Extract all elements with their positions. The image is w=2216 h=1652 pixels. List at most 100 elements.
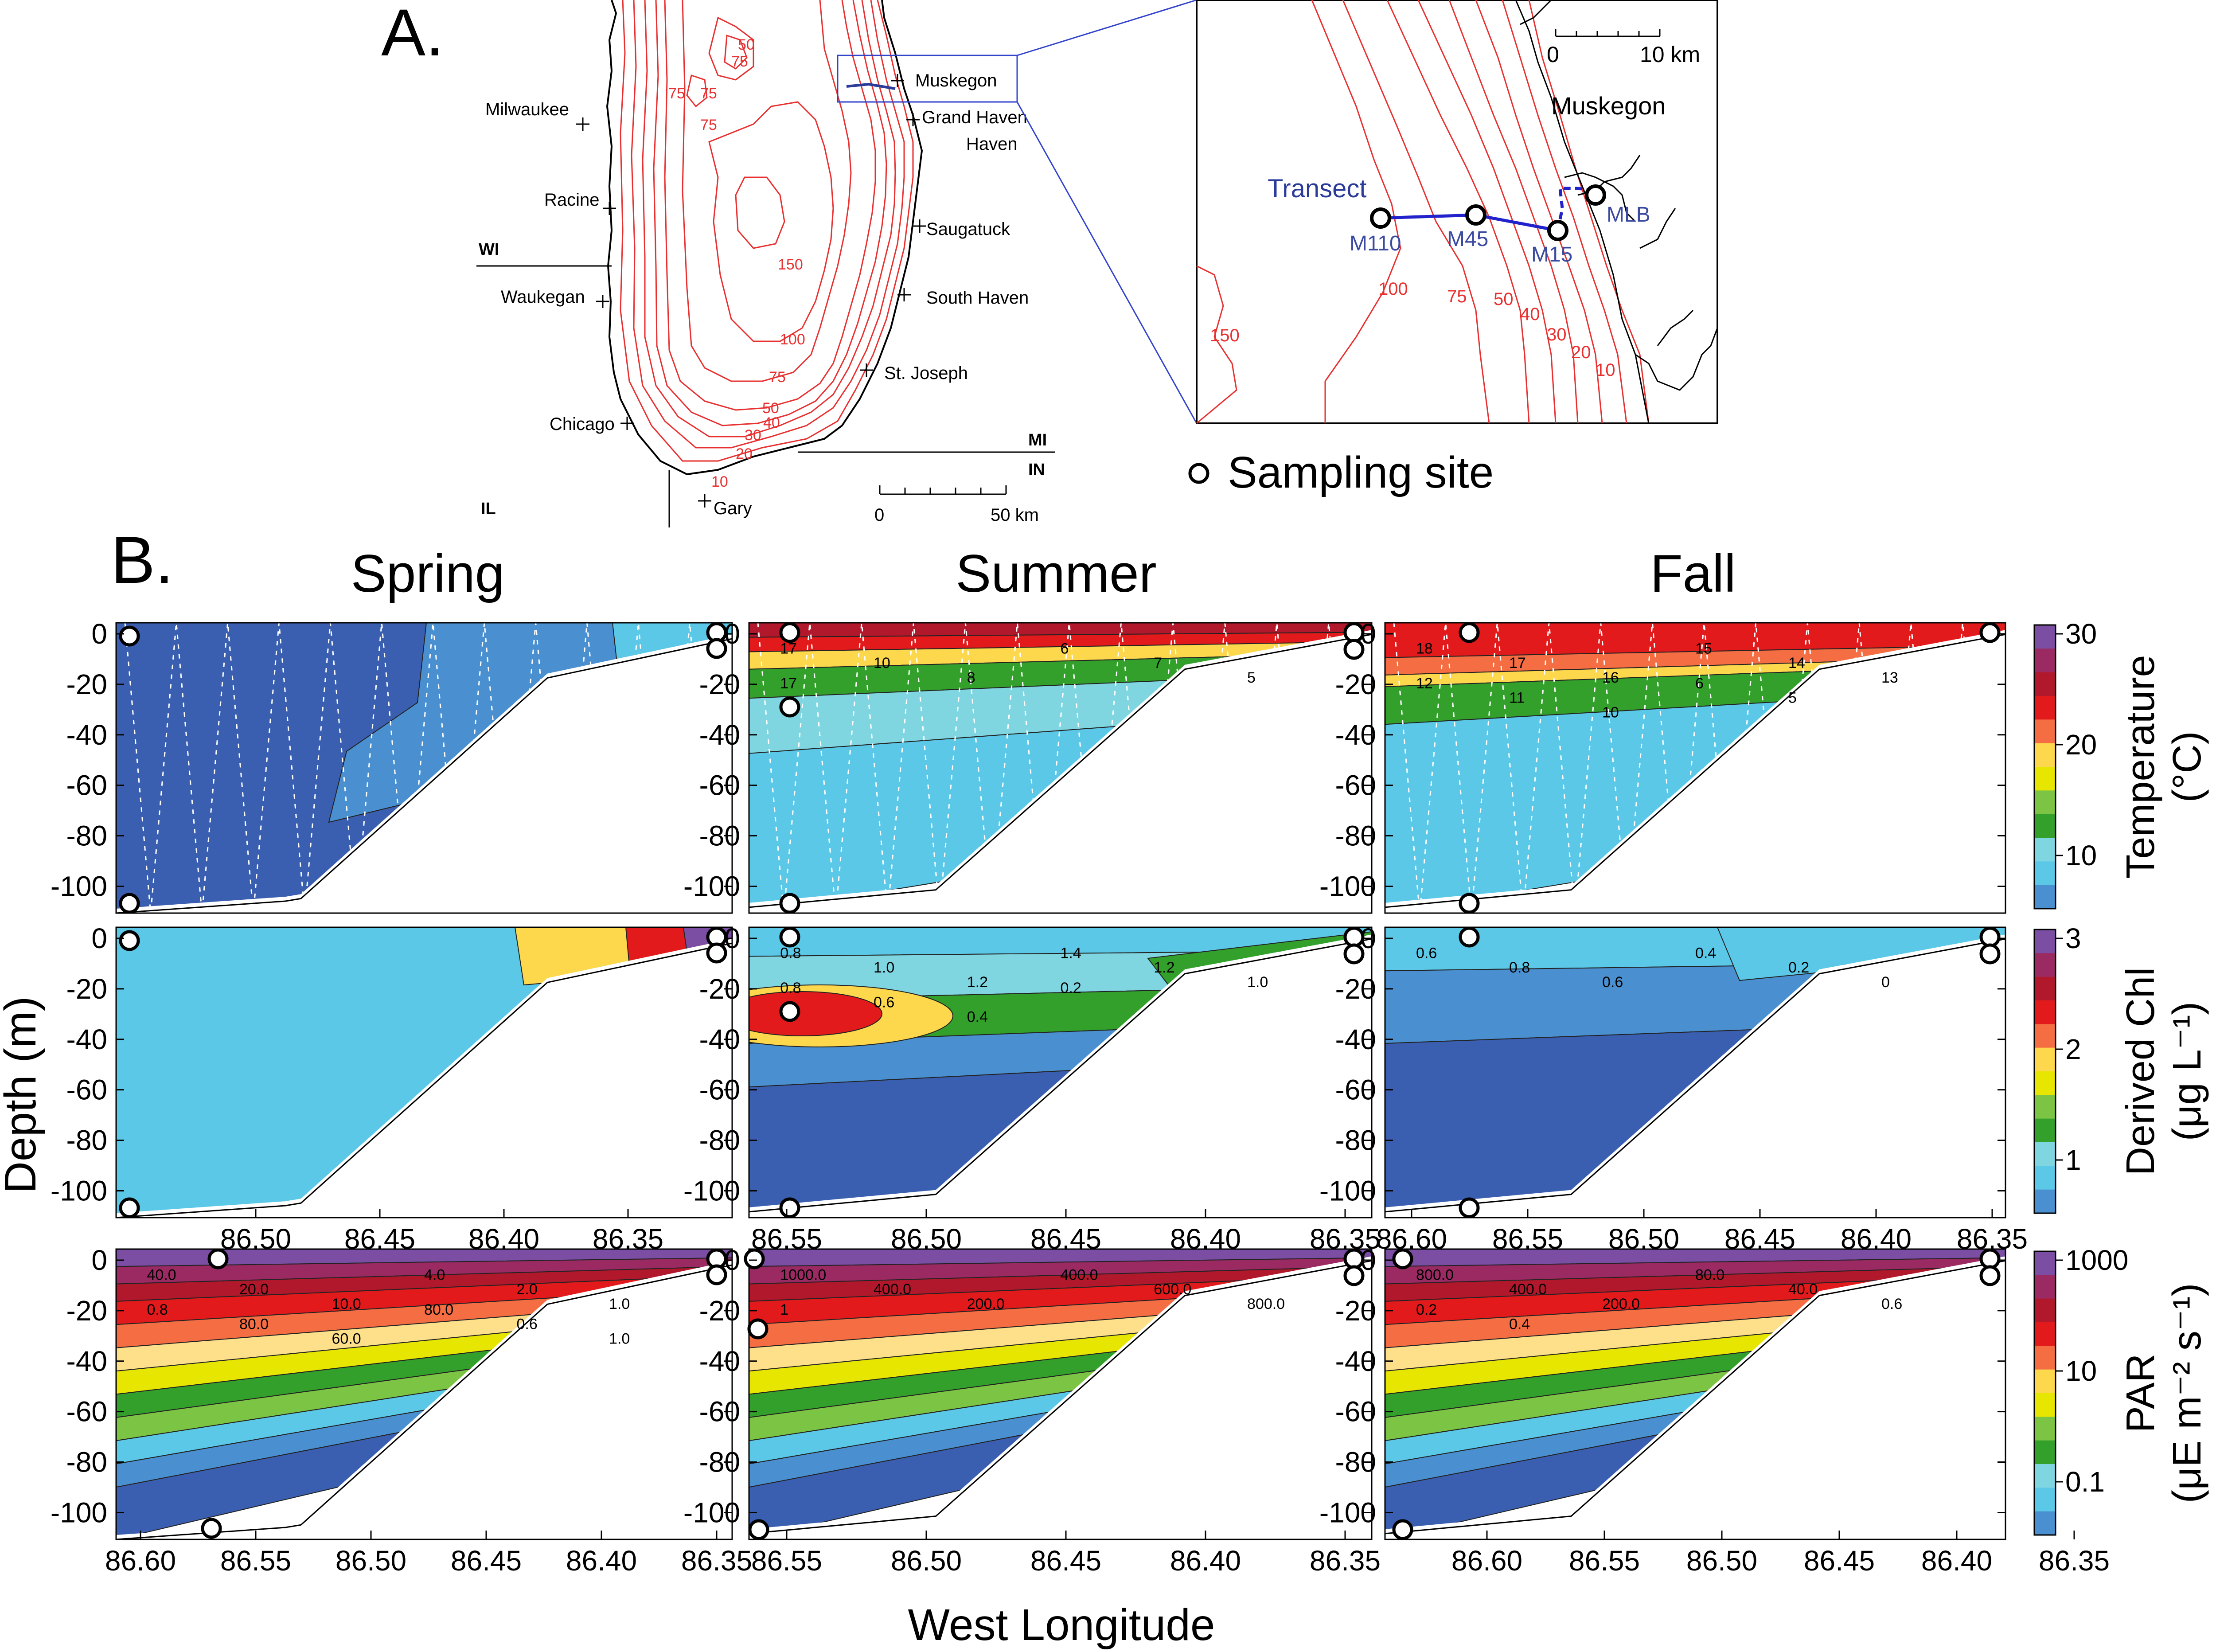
contour-band: [749, 1266, 1372, 1302]
colorbar-swatch: [2034, 1275, 2056, 1299]
inset-map: 0 10 km Muskegon Transect M110 M45 M15 M…: [1196, 0, 1718, 424]
contour-label: 1.4: [1061, 945, 1081, 961]
colorbar-swatch: [2034, 648, 2056, 673]
y-tick-label: -80: [1335, 820, 1377, 852]
x-tick-label: 86.35: [1310, 1223, 1381, 1255]
inset-station-labels: M110 M45 M15 MLB: [1350, 203, 1650, 266]
contour-100: [708, 101, 834, 342]
zoom-connector: [1016, 102, 1198, 424]
x-tick-label: 86.35: [593, 1223, 663, 1255]
contour-label: 15: [1695, 640, 1712, 657]
contour-band: [116, 1266, 732, 1302]
contour-label: 10: [874, 655, 890, 672]
x-tick-label: 86.50: [891, 1223, 962, 1255]
lake-bottom: [1384, 633, 2006, 914]
depth-label: 40: [763, 414, 780, 431]
x-tick-label: 86.40: [468, 1223, 539, 1255]
y-tick-label: -40: [699, 1345, 741, 1377]
colorbar-swatch: [2034, 743, 2056, 767]
contour-50-north: [724, 34, 748, 70]
city-waukegan: Waukegan: [501, 287, 585, 307]
lake-bottom: [1384, 1260, 2006, 1540]
contour-label: 400.0: [874, 1281, 911, 1298]
state-label-il: IL: [481, 500, 496, 518]
city-st-joseph: St. Joseph: [884, 363, 968, 383]
contour-label: 40.0: [147, 1266, 176, 1283]
station-marker: [119, 893, 140, 914]
station-marker: [1979, 926, 2001, 948]
contour-band: [116, 1274, 732, 1325]
station-marker: [779, 696, 800, 718]
x-tick-label: 86.60: [105, 1545, 176, 1577]
station-marker: [119, 625, 140, 647]
contour-label: 200.0: [967, 1296, 1005, 1312]
contour-label: 8: [967, 669, 975, 686]
station-marker: [779, 1001, 800, 1022]
contour-label: 400.0: [1061, 1266, 1098, 1283]
contour-label: 0.6: [517, 1316, 538, 1333]
depth-label: 100: [780, 331, 805, 348]
x-tick-label: 86.60: [1376, 1223, 1447, 1255]
inset-depth-label: 30: [1547, 325, 1567, 344]
contour-label: 12: [1416, 675, 1433, 692]
station-marker: [1343, 943, 1365, 965]
contour-label: 17: [780, 675, 797, 692]
contour-band: [749, 623, 1372, 638]
contour-panels: 0-20-40-60-80-10017108675170-20-40-60-80…: [51, 618, 2110, 1577]
inset-depth-label: 40: [1520, 305, 1540, 324]
y-tick-label: -20: [66, 973, 108, 1005]
x-tick-label: 86.55: [751, 1545, 822, 1577]
y-tick-label: -60: [699, 769, 741, 801]
contour-150: [735, 176, 785, 249]
depth-label: 150: [778, 256, 803, 273]
y-tick-label: -60: [699, 1074, 741, 1106]
contour-20: [631, 0, 905, 449]
y-tick-label: 0: [724, 1244, 740, 1276]
contour-label: 1000.0: [780, 1266, 826, 1283]
contour-label: 5: [1247, 669, 1256, 686]
depth-label: 75: [731, 53, 748, 70]
depth-label: 20: [736, 445, 753, 462]
colorbar-swatch: [2034, 1369, 2056, 1394]
colorbar-tick-label: 1000: [2065, 1244, 2128, 1276]
contour-label: 2.0: [517, 1281, 538, 1298]
y-tick-label: -60: [66, 1074, 108, 1106]
contour-band: [1717, 927, 2005, 981]
season-title: Summer: [956, 544, 1156, 603]
colorbar-swatch: [2034, 1488, 2056, 1512]
legend-site-label: Sampling site: [1228, 448, 1494, 497]
contour-label: 0.6: [1602, 974, 1623, 991]
colorbar-swatch: [2034, 1417, 2056, 1441]
colorbar-swatch: [2034, 696, 2056, 720]
state-label-wi: WI: [479, 240, 499, 259]
colorbar-swatch: [2034, 1095, 2056, 1119]
x-tick-label: 86.60: [1451, 1545, 1522, 1577]
lake-bottom: [116, 1264, 733, 1540]
y-tick-label: -60: [1335, 769, 1377, 801]
y-tick-label: 0: [91, 922, 107, 954]
colorbar-swatch: [2034, 1322, 2056, 1347]
y-tick-label: -20: [66, 668, 108, 700]
x-axis-label: West Longitude: [908, 1600, 1215, 1650]
colorbar-unit: (°C): [2165, 731, 2209, 803]
contour-band: [1385, 1249, 2005, 1267]
colorbar-swatch: [2034, 1440, 2056, 1465]
colorbar-swatch: [2034, 1511, 2056, 1535]
contour-band: [749, 927, 1372, 957]
contour-label: 13: [1881, 669, 1898, 686]
y-tick-label: -20: [699, 973, 741, 1005]
station-marker: [119, 930, 140, 951]
colorbar-swatch: [2034, 1024, 2056, 1048]
x-tick-label: 86.35: [1310, 1545, 1381, 1577]
map-scale-bar: [879, 485, 1007, 495]
contour-label: 7: [1154, 655, 1162, 672]
colorbar-swatch: [2034, 1189, 2056, 1214]
colorbar-tick-label: 0.1: [2065, 1466, 2105, 1498]
contour-band: [1385, 623, 2005, 658]
contour-label: 60.0: [332, 1330, 361, 1347]
contour-label: 0.8: [780, 980, 801, 996]
season-title: Fall: [1650, 544, 1736, 603]
inset-scale-bar: [1555, 29, 1661, 37]
panel-par-fall: 800.0 400.0 200.0 80.0 40.0 0.6 0.2 0.4 0 -20 -40 -…: [1319, 1244, 2006, 1540]
contour-75-north: [708, 16, 754, 81]
